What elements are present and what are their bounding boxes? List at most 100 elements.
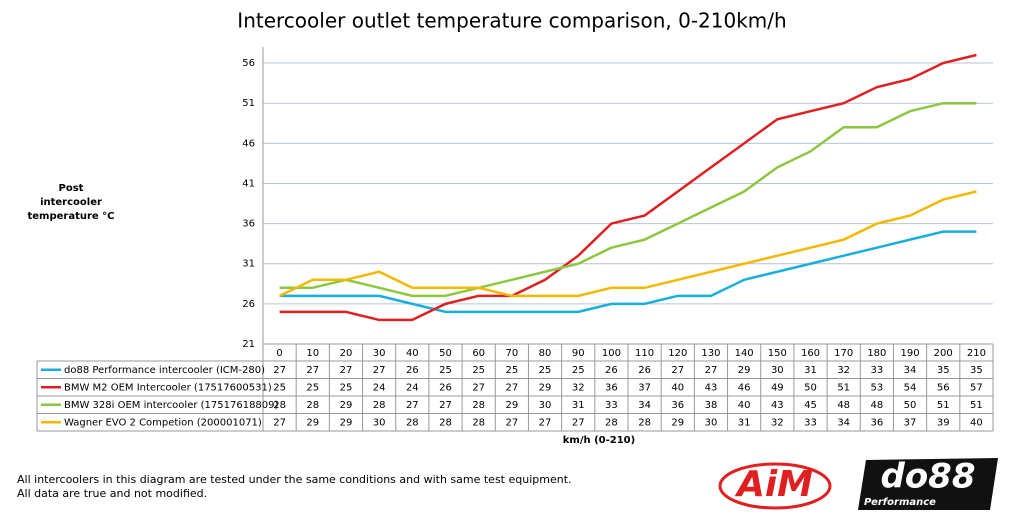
table-cell: 28 bbox=[638, 417, 651, 428]
table-cell: 27 bbox=[273, 365, 286, 376]
y-tick-label: 21 bbox=[242, 339, 255, 350]
x-tick-label: 60 bbox=[472, 348, 485, 359]
table-cell: 32 bbox=[771, 417, 784, 428]
y-tick-label: 26 bbox=[242, 299, 255, 310]
table-cell: 31 bbox=[738, 417, 751, 428]
x-tick-label: 30 bbox=[373, 348, 386, 359]
table-cell: 28 bbox=[605, 417, 618, 428]
table-cell: 27 bbox=[539, 417, 552, 428]
table-cell: 34 bbox=[837, 417, 850, 428]
x-tick-label: 20 bbox=[340, 348, 353, 359]
table-cell: 29 bbox=[306, 417, 319, 428]
aim-logo: AiM bbox=[718, 462, 832, 510]
logo-text: AiM bbox=[734, 464, 813, 505]
x-tick-label: 90 bbox=[572, 348, 585, 359]
table-cell: 48 bbox=[870, 400, 883, 411]
table-cell: 34 bbox=[904, 365, 917, 376]
table-cell: 33 bbox=[804, 417, 817, 428]
table-cell: 29 bbox=[340, 417, 353, 428]
table-cell: 27 bbox=[439, 400, 452, 411]
x-tick-label: 130 bbox=[701, 348, 720, 359]
x-tick-label: 40 bbox=[406, 348, 419, 359]
table-cell: 27 bbox=[406, 400, 419, 411]
table-cell: 40 bbox=[671, 382, 684, 393]
table-cell: 28 bbox=[306, 400, 319, 411]
table-cell: 51 bbox=[837, 382, 850, 393]
data-line bbox=[279, 53, 977, 322]
x-tick-label: 160 bbox=[801, 348, 820, 359]
data-line bbox=[279, 230, 977, 314]
table-cell: 36 bbox=[870, 417, 883, 428]
table-cell: 29 bbox=[505, 400, 518, 411]
table-cell: 30 bbox=[539, 400, 552, 411]
table-cell: 43 bbox=[705, 382, 718, 393]
table-cell: 25 bbox=[306, 382, 319, 393]
y-tick-label: 51 bbox=[242, 98, 255, 109]
table-cell: 25 bbox=[340, 382, 353, 393]
table-cell: 45 bbox=[804, 400, 817, 411]
table-cell: 49 bbox=[771, 382, 784, 393]
table-cell: 31 bbox=[572, 400, 585, 411]
table-cell: 28 bbox=[373, 400, 386, 411]
table-cell: 31 bbox=[804, 365, 817, 376]
table-cell: 33 bbox=[870, 365, 883, 376]
x-tick-label: 50 bbox=[439, 348, 452, 359]
table-cell: 29 bbox=[671, 417, 684, 428]
table-cell: 33 bbox=[605, 400, 618, 411]
table-cell: 27 bbox=[505, 417, 518, 428]
do88-logo: do88 Performance bbox=[858, 457, 998, 510]
table-cell: 27 bbox=[572, 417, 585, 428]
table-cell: 27 bbox=[505, 382, 518, 393]
table-cell: 28 bbox=[273, 400, 286, 411]
y-tick-label: 31 bbox=[242, 259, 255, 270]
table-cell: 26 bbox=[638, 365, 651, 376]
y-tick-label: 36 bbox=[242, 219, 255, 230]
table-cell: 51 bbox=[937, 400, 950, 411]
legend-label: do88 Performance intercooler (ICM-280) bbox=[64, 365, 265, 376]
table-cell: 30 bbox=[373, 417, 386, 428]
table-cell: 27 bbox=[340, 365, 353, 376]
table-cell: 53 bbox=[870, 382, 883, 393]
table-cell: 29 bbox=[539, 382, 552, 393]
table-cell: 35 bbox=[970, 365, 983, 376]
table-cell: 43 bbox=[771, 400, 784, 411]
table-cell: 27 bbox=[373, 365, 386, 376]
logo-subtext: Performance bbox=[864, 497, 936, 508]
table-cell: 38 bbox=[705, 400, 718, 411]
x-tick-label: 0 bbox=[276, 348, 282, 359]
table-cell: 28 bbox=[472, 400, 485, 411]
y-tick-label: 41 bbox=[242, 178, 255, 189]
y-tick-label: 56 bbox=[242, 58, 255, 69]
logo-box bbox=[858, 458, 998, 510]
table-cell: 25 bbox=[539, 365, 552, 376]
x-tick-label: 120 bbox=[668, 348, 687, 359]
table-cell: 40 bbox=[738, 400, 751, 411]
footnote: All intercoolers in this diagram are tes… bbox=[17, 473, 572, 486]
data-line bbox=[279, 101, 977, 298]
x-tick-label: 110 bbox=[635, 348, 654, 359]
table-cell: 25 bbox=[572, 365, 585, 376]
table-cell: 56 bbox=[937, 382, 950, 393]
x-tick-label: 150 bbox=[768, 348, 787, 359]
table-cell: 48 bbox=[837, 400, 850, 411]
table-cell: 32 bbox=[837, 365, 850, 376]
table-cell: 29 bbox=[340, 400, 353, 411]
x-tick-label: 170 bbox=[834, 348, 853, 359]
table-cell: 26 bbox=[605, 365, 618, 376]
logo-swoosh bbox=[718, 462, 832, 510]
table-cell: 27 bbox=[306, 365, 319, 376]
x-tick-label: 210 bbox=[967, 348, 986, 359]
legend-label: Wagner EVO 2 Competion (200001071) bbox=[64, 417, 262, 428]
table-cell: 28 bbox=[472, 417, 485, 428]
table-cell: 24 bbox=[406, 382, 419, 393]
table-cell: 26 bbox=[406, 365, 419, 376]
table-cell: 50 bbox=[804, 382, 817, 393]
table-cell: 36 bbox=[605, 382, 618, 393]
table-cell: 27 bbox=[671, 365, 684, 376]
x-tick-label: 10 bbox=[306, 348, 319, 359]
table-cell: 40 bbox=[970, 417, 983, 428]
table-cell: 25 bbox=[472, 365, 485, 376]
table-cell: 27 bbox=[273, 417, 286, 428]
x-tick-label: 70 bbox=[505, 348, 518, 359]
table-cell: 37 bbox=[904, 417, 917, 428]
